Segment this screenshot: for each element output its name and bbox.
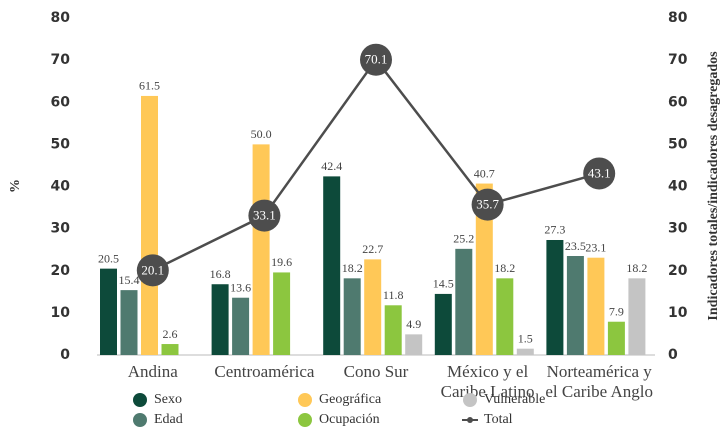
value-label: 42.4 [321, 159, 342, 173]
value-label: 1.5 [518, 331, 533, 345]
legend-marker [133, 393, 147, 407]
legend-label: Edad [154, 412, 183, 427]
legend-label: Vulnerable [484, 392, 545, 407]
legend-label: Sexo [154, 392, 182, 407]
bar [475, 183, 493, 355]
bar [232, 297, 250, 355]
line-marker [136, 254, 169, 287]
x-tick-label: México y el Caribe Latino [441, 362, 535, 401]
x-tick-label: Cono Sur [344, 362, 409, 381]
legend-marker [133, 413, 147, 427]
value-label: 7.9 [609, 304, 624, 318]
y2-tick-label: 30 [668, 221, 688, 237]
bar [566, 256, 584, 355]
x-tick-label: Andina [128, 362, 179, 381]
legend-marker [463, 393, 477, 407]
bar [546, 239, 564, 355]
point-label: 70.1 [365, 52, 388, 67]
bar [455, 248, 473, 355]
legend-marker [467, 417, 473, 423]
y-tick-label: 40 [51, 179, 71, 195]
value-label: 18.2 [626, 261, 647, 275]
line-marker [248, 199, 281, 232]
y-tick-label: 50 [51, 136, 71, 152]
bar [405, 334, 423, 355]
y2-tick-label: 10 [668, 305, 688, 321]
value-label: 18.2 [494, 261, 515, 275]
line-marker [360, 43, 392, 76]
value-label: 23.1 [585, 240, 606, 254]
x-tick-label: Centroamérica [214, 362, 315, 381]
bar [120, 290, 138, 355]
y-tick-label: 70 [51, 52, 71, 68]
bar [100, 268, 117, 355]
y2-axis-label: Indicadores totales/indicadores desagreg… [706, 51, 721, 321]
bar [628, 278, 646, 355]
y-tick-label: 20 [51, 263, 71, 279]
bar [211, 284, 229, 355]
bar [434, 293, 452, 355]
legend-label: Total [484, 412, 513, 427]
value-label: 14.5 [433, 277, 454, 291]
bar [161, 344, 179, 355]
value-label: 25.2 [453, 232, 474, 246]
y-tick-label: 80 [51, 10, 71, 26]
value-label: 18.2 [342, 261, 363, 275]
value-label: 61.5 [139, 79, 160, 93]
value-label: 50.0 [251, 127, 272, 141]
legend-marker [298, 393, 312, 407]
point-label: 33.1 [253, 208, 276, 223]
y2-tick-label: 60 [668, 94, 688, 110]
bar [141, 95, 158, 356]
bar [384, 305, 402, 355]
point-label: 20.1 [141, 262, 164, 277]
y2-tick-label: 80 [668, 10, 688, 26]
value-label: 20.5 [98, 251, 119, 265]
y-tick-label: 60 [51, 94, 71, 110]
y2-tick-label: 0 [668, 347, 678, 363]
legend-marker [298, 413, 312, 427]
y-tick-label: 30 [51, 221, 71, 237]
bar [273, 272, 291, 355]
y-tick-label: 0 [60, 347, 70, 363]
y2-tick-label: 50 [668, 136, 688, 152]
bar [323, 176, 341, 355]
value-label: 2.6 [163, 327, 178, 341]
line-marker [471, 188, 504, 221]
bar [587, 257, 605, 355]
legend-label: Ocupación [319, 412, 380, 427]
point-label: 35.7 [476, 197, 499, 212]
y-tick-label: 10 [51, 305, 71, 321]
legend-label: Geográfica [319, 392, 382, 407]
y-axis-label: % [8, 179, 23, 193]
bar [364, 259, 382, 355]
value-label: 19.6 [271, 255, 292, 269]
bar [343, 278, 361, 355]
y2-tick-label: 20 [668, 263, 688, 279]
value-label: 4.9 [406, 317, 421, 331]
line [152, 57, 600, 272]
bar [496, 278, 514, 355]
value-label: 15.4 [119, 273, 140, 287]
value-label: 40.7 [474, 166, 495, 180]
value-label: 16.8 [210, 267, 231, 281]
y2-tick-label: 70 [668, 52, 688, 68]
value-label: 23.5 [565, 239, 586, 253]
value-label: 13.6 [230, 280, 251, 294]
y2-tick-label: 40 [668, 179, 688, 195]
value-label: 22.7 [362, 242, 383, 256]
line-marker [583, 157, 616, 190]
bar [252, 144, 270, 355]
value-label: 27.3 [544, 223, 565, 237]
bar [516, 348, 534, 355]
bar [607, 321, 625, 355]
value-label: 11.8 [383, 288, 404, 302]
point-label: 43.1 [588, 165, 611, 180]
x-tick-label: Norteamérica y el Caribe Anglo [545, 362, 653, 401]
